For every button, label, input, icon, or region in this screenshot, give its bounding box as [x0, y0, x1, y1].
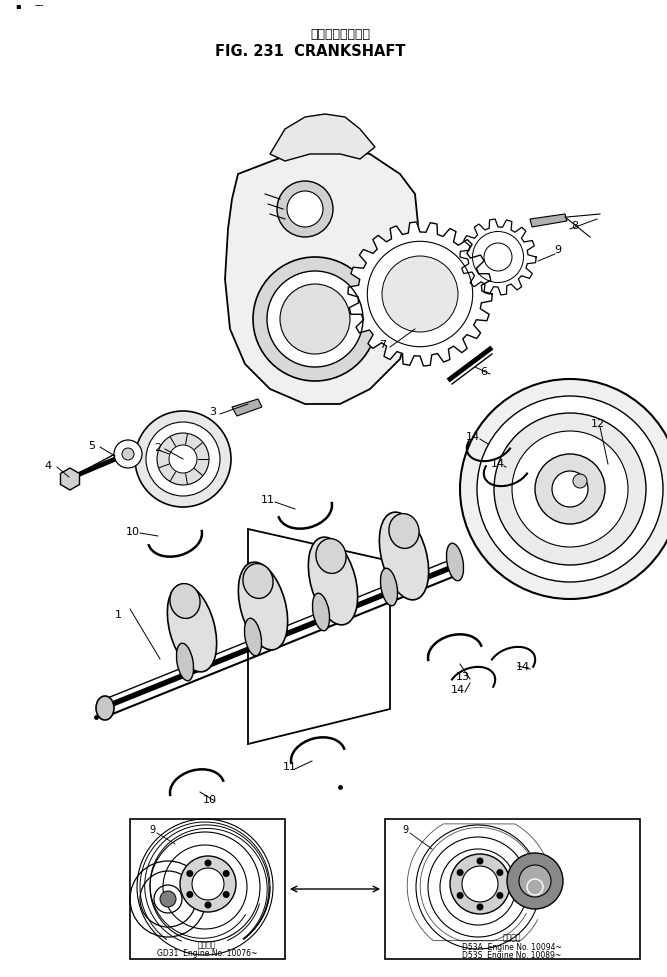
Polygon shape	[460, 220, 536, 296]
Circle shape	[457, 892, 464, 899]
Text: 1: 1	[115, 610, 121, 619]
Text: 9: 9	[402, 825, 408, 834]
Circle shape	[382, 257, 458, 332]
Text: 2: 2	[155, 443, 161, 452]
Text: 適用番号: 適用番号	[503, 932, 521, 942]
Circle shape	[462, 867, 498, 902]
Ellipse shape	[245, 618, 261, 657]
Text: 10: 10	[126, 527, 140, 536]
Circle shape	[157, 434, 209, 486]
Text: FIG. 231  CRANKSHAFT: FIG. 231 CRANKSHAFT	[215, 44, 406, 59]
Ellipse shape	[243, 564, 273, 599]
Text: 14: 14	[451, 684, 465, 695]
Circle shape	[186, 871, 193, 877]
Circle shape	[280, 284, 350, 355]
Text: 5: 5	[89, 441, 95, 450]
Circle shape	[496, 870, 504, 876]
Polygon shape	[248, 530, 390, 744]
Circle shape	[223, 871, 229, 877]
Text: 8: 8	[572, 221, 578, 231]
Polygon shape	[232, 400, 262, 416]
Circle shape	[457, 870, 464, 876]
Text: 13: 13	[456, 671, 470, 681]
Circle shape	[277, 182, 333, 237]
Circle shape	[253, 258, 377, 382]
Ellipse shape	[446, 543, 464, 581]
Bar	[130, 819, 285, 959]
Circle shape	[192, 869, 224, 900]
Text: D53S  Engine No. 10089~: D53S Engine No. 10089~	[462, 951, 562, 959]
Text: 11: 11	[261, 494, 275, 504]
Polygon shape	[270, 115, 375, 162]
Polygon shape	[530, 215, 567, 228]
Text: 適用番号: 適用番号	[197, 940, 216, 949]
Ellipse shape	[380, 513, 429, 600]
Circle shape	[476, 904, 484, 911]
Ellipse shape	[380, 569, 398, 606]
Text: 14: 14	[516, 661, 530, 671]
Circle shape	[160, 891, 176, 907]
Circle shape	[287, 191, 323, 228]
Circle shape	[477, 397, 663, 582]
Circle shape	[512, 432, 628, 547]
Text: 10: 10	[203, 794, 217, 804]
Text: 4: 4	[45, 460, 51, 471]
Circle shape	[180, 856, 236, 913]
Text: 11: 11	[283, 761, 297, 771]
Circle shape	[122, 448, 134, 460]
Circle shape	[573, 475, 587, 488]
Circle shape	[205, 860, 211, 867]
Text: 14: 14	[491, 458, 505, 469]
Circle shape	[496, 892, 504, 899]
Text: 9: 9	[149, 825, 155, 834]
Polygon shape	[61, 469, 79, 490]
Circle shape	[146, 423, 220, 496]
Text: ▪: ▪	[15, 1, 21, 10]
Text: 7: 7	[380, 340, 387, 350]
Text: クランクシャフト: クランクシャフト	[310, 28, 370, 41]
Text: GD31  Engine No. 10076~: GD31 Engine No. 10076~	[157, 949, 257, 957]
Circle shape	[494, 413, 646, 566]
Ellipse shape	[177, 644, 193, 681]
Circle shape	[535, 454, 605, 525]
Text: 12: 12	[591, 418, 605, 429]
Circle shape	[114, 441, 142, 469]
Ellipse shape	[389, 514, 419, 549]
Circle shape	[267, 272, 363, 367]
Polygon shape	[348, 223, 492, 366]
Ellipse shape	[308, 537, 358, 625]
Ellipse shape	[96, 697, 114, 720]
Circle shape	[223, 891, 229, 898]
Ellipse shape	[238, 563, 287, 650]
Circle shape	[552, 472, 588, 507]
Polygon shape	[225, 148, 420, 404]
Bar	[385, 819, 640, 959]
Circle shape	[169, 446, 197, 474]
Text: D53A  Engine No. 10094~: D53A Engine No. 10094~	[462, 942, 562, 951]
Text: —: —	[35, 1, 43, 10]
Text: 9: 9	[554, 245, 562, 255]
Circle shape	[205, 902, 211, 909]
Ellipse shape	[167, 584, 217, 672]
Circle shape	[135, 411, 231, 507]
Text: 6: 6	[480, 366, 488, 376]
Ellipse shape	[316, 539, 346, 573]
Text: 3: 3	[209, 406, 217, 416]
Ellipse shape	[170, 584, 200, 618]
Circle shape	[460, 380, 667, 599]
Circle shape	[476, 858, 484, 865]
Circle shape	[507, 853, 563, 909]
Circle shape	[186, 891, 193, 898]
Text: 14: 14	[466, 432, 480, 442]
Ellipse shape	[312, 594, 329, 631]
Circle shape	[519, 865, 551, 897]
Circle shape	[450, 854, 510, 914]
